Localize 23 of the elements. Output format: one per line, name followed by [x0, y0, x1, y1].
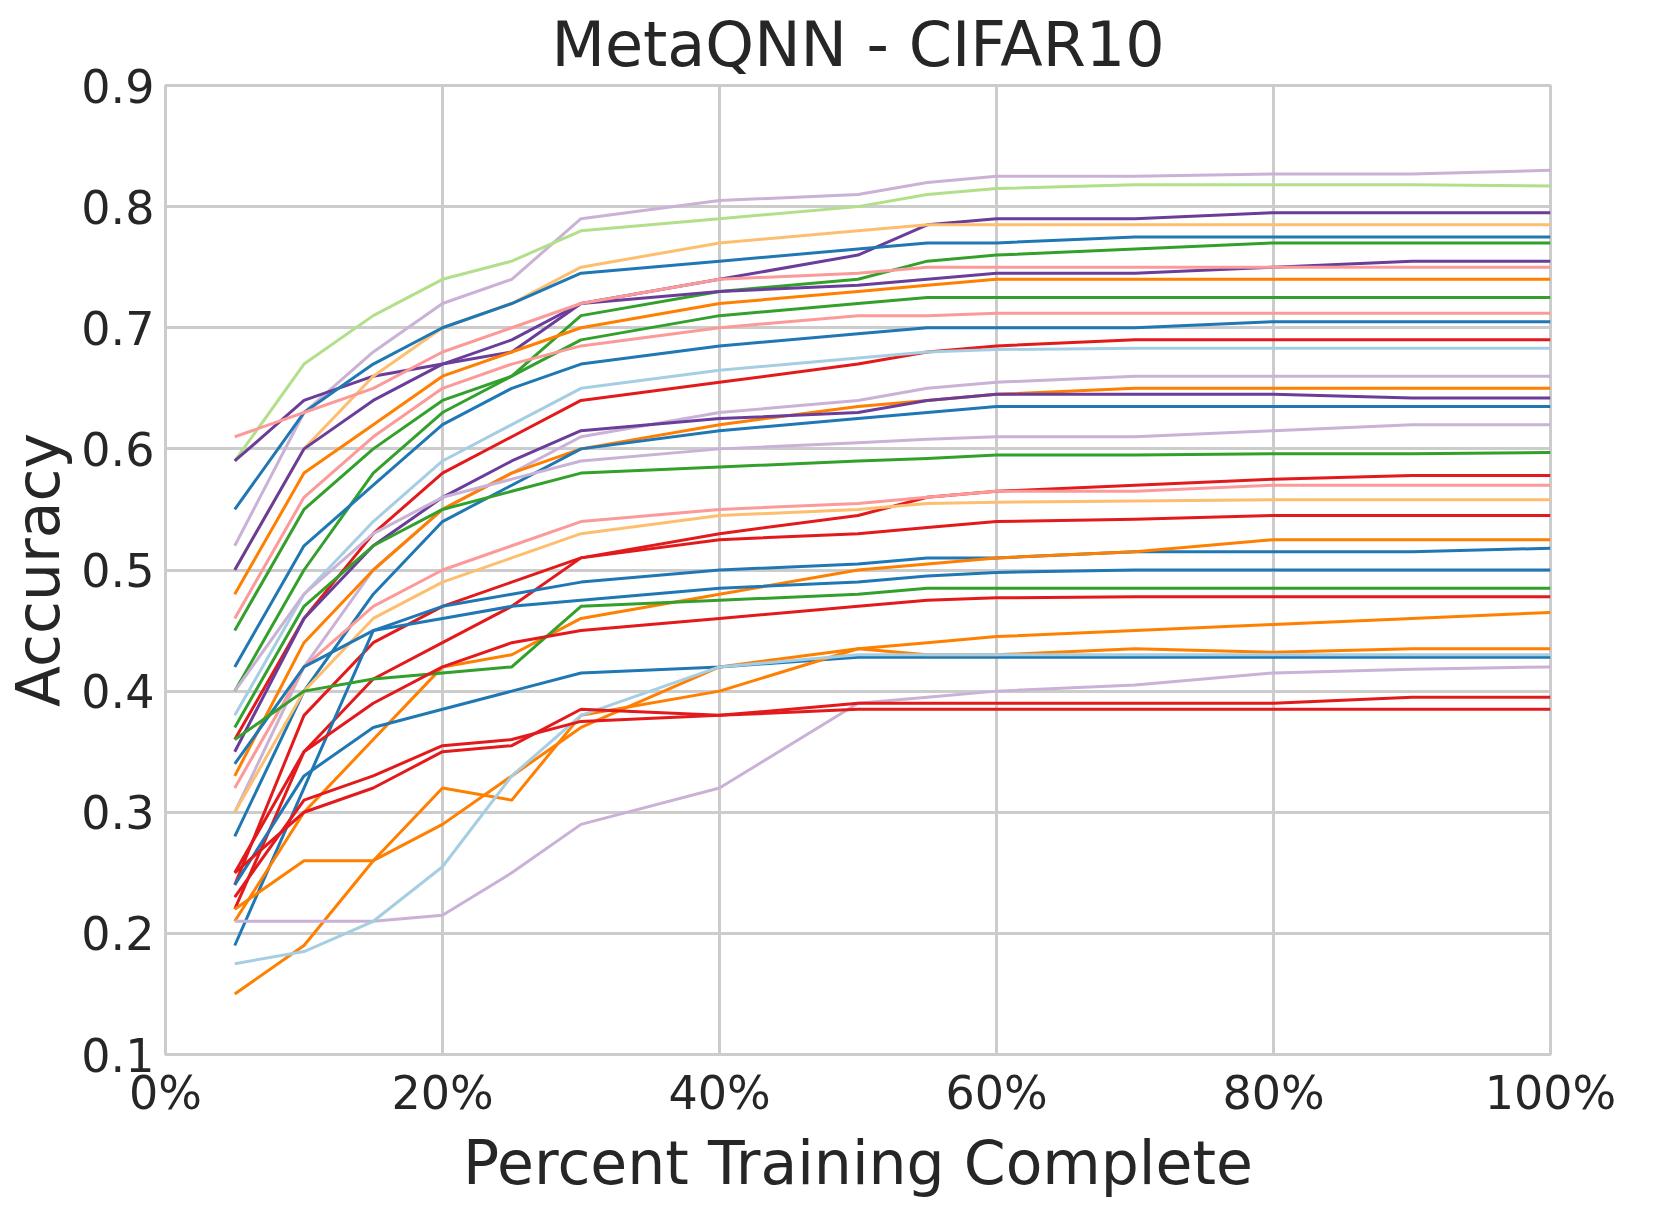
line-series — [233, 235, 1551, 511]
line-series — [233, 265, 1551, 439]
y-tick-label: 0.2 — [81, 907, 155, 962]
y-tick-label: 0.6 — [81, 422, 155, 477]
line-series — [233, 586, 1551, 742]
y-tick-label: 0.7 — [81, 301, 155, 356]
y-tick-label: 0.3 — [81, 786, 155, 841]
x-tick-label: 20% — [391, 1065, 494, 1120]
x-axis-title: Percent Training Complete — [463, 1127, 1253, 1198]
chart-title: MetaQNN - CIFAR10 — [551, 7, 1165, 81]
line-series — [233, 311, 1551, 620]
line-series — [233, 423, 1551, 693]
x-tick-label: 40% — [668, 1065, 771, 1120]
x-tick-label: 60% — [945, 1065, 1048, 1120]
y-axis-title: Accuracy — [3, 433, 74, 707]
line-series — [233, 168, 1551, 548]
y-tick-label: 0.9 — [81, 59, 155, 114]
x-tick-label: 80% — [1222, 1065, 1325, 1120]
line-series — [233, 451, 1551, 729]
x-tick-label: 100% — [1484, 1065, 1617, 1120]
y-tick-label: 0.4 — [81, 665, 155, 720]
y-tick-label: 0.5 — [81, 544, 155, 598]
y-tick-label: 0.8 — [81, 180, 155, 235]
